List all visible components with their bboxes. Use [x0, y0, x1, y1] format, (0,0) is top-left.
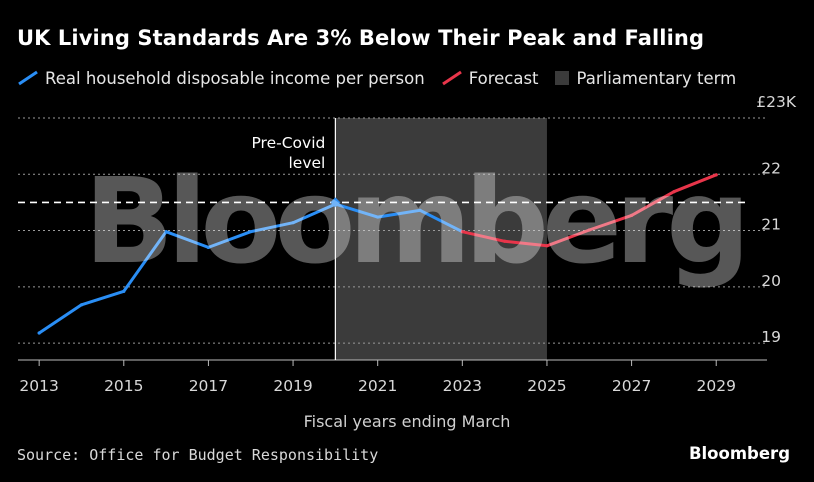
actual-income-line-point: [122, 289, 126, 293]
legend: Real household disposable income per per…: [17, 67, 752, 89]
pre-covid-annotation-text: level: [289, 154, 326, 172]
x-tick-label: 2015: [104, 377, 143, 395]
parliamentary-term-band: [335, 118, 547, 360]
x-tick-label: 2017: [189, 377, 228, 395]
x-tick-label: 2019: [273, 377, 312, 395]
chart-title: UK Living Standards Are 3% Below Their P…: [17, 26, 705, 50]
actual-income-line-point: [164, 230, 168, 234]
forecast-income-line-point: [545, 244, 549, 248]
legend-forecast-label: Forecast: [468, 68, 539, 88]
x-tick-label: 2027: [612, 377, 651, 395]
actual-income-line-point: [418, 208, 422, 212]
actual-income-line-point: [291, 221, 295, 225]
forecast-income-line-point: [503, 239, 507, 243]
actual-income-line-point: [79, 303, 84, 307]
pre-covid-annotation-text: Pre-Covid: [251, 134, 325, 152]
source-note: Source: Office for Budget Responsibility: [17, 446, 379, 464]
y-tick-label: 20: [761, 272, 781, 290]
actual-income-line-point: [206, 245, 211, 250]
legend-term-label: Parliamentary term: [576, 68, 737, 88]
legend-forecast: Forecast: [441, 69, 539, 88]
actual-income-line-point: [376, 215, 380, 219]
y-unit-label: £23K: [756, 93, 797, 111]
legend-actual: Real household disposable income per per…: [17, 69, 425, 88]
actual-income-line-point: [249, 230, 253, 234]
forecast-income-line-point: [672, 190, 676, 194]
y-tick-label: 21: [761, 216, 781, 234]
brand-logo: Bloomberg: [688, 444, 790, 463]
legend-term: Parliamentary term: [554, 68, 737, 88]
legend-actual-line-icon: [18, 70, 38, 86]
x-tick-label: 2021: [358, 377, 397, 395]
forecast-income-line-point: [460, 230, 464, 234]
legend-actual-label: Real household disposable income per per…: [45, 68, 425, 88]
forecast-income-line-point: [714, 173, 718, 177]
actual-income-line-point: [37, 331, 41, 335]
y-tick-label: 22: [761, 159, 781, 177]
bloomberg-watermark: Bloomberg: [84, 152, 751, 290]
forecast-income-line-point: [629, 213, 634, 217]
y-tick-label: 19: [761, 328, 781, 346]
x-tick-label: 2029: [696, 377, 735, 395]
legend-forecast-line-icon: [441, 70, 462, 86]
x-tick-label: 2013: [19, 377, 58, 395]
forecast-income-line-point: [587, 228, 591, 232]
legend-term-swatch: [554, 71, 569, 85]
x-axis-title: Fiscal years ending March: [303, 412, 511, 431]
peak-marker: [330, 197, 341, 208]
x-tick-label: 2023: [443, 377, 482, 395]
x-tick-label: 2025: [527, 377, 566, 395]
